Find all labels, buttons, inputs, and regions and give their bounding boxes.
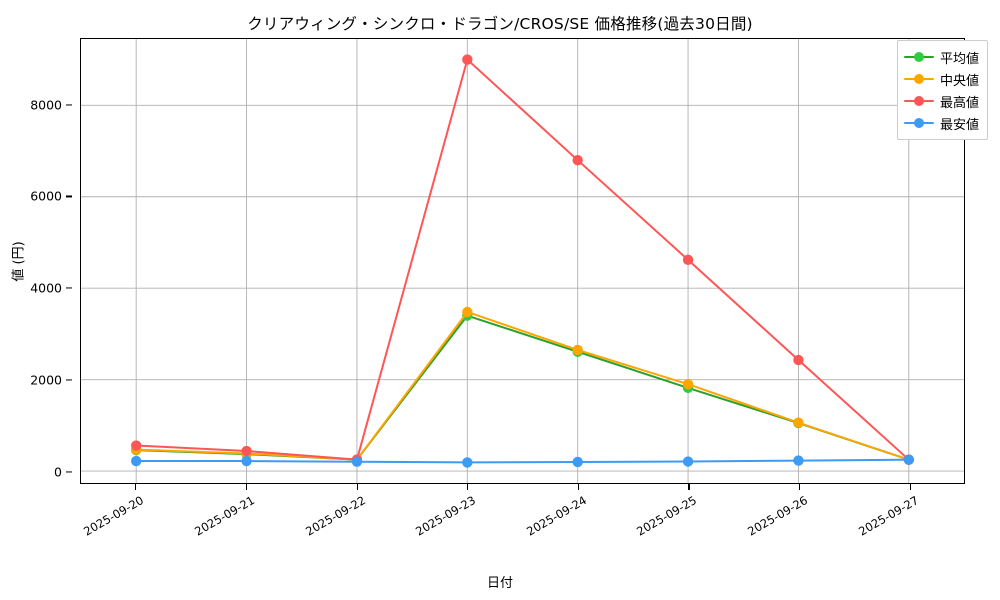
legend-label: 最高値 [939, 95, 979, 111]
data-point [903, 454, 915, 465]
grid-lines [81, 39, 964, 483]
data-point [462, 457, 473, 468]
legend-label: 中央値 [939, 73, 979, 89]
data-point [241, 445, 252, 457]
data-point [130, 455, 142, 467]
y-tick-label: 2000 [30, 372, 62, 388]
series-line [135, 310, 910, 461]
legend-item-0[interactable]: 平均値 [903, 46, 979, 68]
x-tick-label: 2025-09-25 [634, 493, 700, 539]
data-point [793, 417, 804, 428]
series-line [135, 458, 910, 464]
data-point [572, 154, 583, 166]
data-point [130, 440, 142, 451]
data-point [793, 354, 804, 366]
x-tick-mark [688, 484, 690, 490]
x-tick-mark [135, 484, 137, 490]
x-tick-mark [577, 484, 579, 490]
series-3 [130, 454, 915, 468]
plot-area [80, 38, 965, 484]
legend-item-1[interactable]: 中央値 [903, 68, 979, 90]
series-line [135, 58, 910, 461]
y-tick-mark [66, 379, 72, 381]
x-tick-label: 2025-09-27 [855, 493, 921, 539]
legend-swatch-icon [903, 49, 934, 65]
data-point [462, 54, 473, 65]
legend-swatch-icon [903, 93, 934, 109]
x-tick-mark [909, 484, 911, 490]
series-0 [130, 310, 915, 465]
x-axis-ticks: 2025-09-20 2025-09-21 2025-09-22 2025-09-23… [80, 484, 965, 564]
series-2 [130, 54, 915, 465]
data-point [241, 455, 252, 467]
legend-swatch-icon [903, 71, 934, 87]
y-axis-ticks: 0 2000 4000 6000 8000 [0, 38, 72, 484]
x-tick-label: 2025-09-21 [192, 493, 257, 539]
legend-item-3[interactable]: 最安値 [903, 112, 979, 134]
x-tick-label: 2025-09-26 [745, 493, 811, 539]
x-tick-label: 2025-09-24 [523, 493, 589, 539]
y-tick-label: 6000 [30, 188, 62, 204]
legend-label: 平均値 [939, 51, 979, 67]
x-tick-label: 2025-09-22 [302, 493, 368, 539]
x-tick-label: 2025-09-23 [413, 493, 479, 539]
series-1 [130, 306, 915, 465]
x-tick-mark [799, 484, 801, 490]
x-tick-mark [356, 484, 358, 490]
y-tick-mark [66, 287, 72, 289]
legend-item-2[interactable]: 最高値 [903, 90, 979, 112]
y-tick-label: 0 [54, 464, 62, 480]
y-tick-mark [66, 195, 72, 197]
y-tick-mark [66, 104, 72, 106]
data-point [462, 306, 473, 318]
data-point [682, 254, 694, 266]
x-tick-mark [467, 484, 469, 490]
data-point [682, 379, 694, 390]
data-point [682, 456, 694, 467]
y-tick-label: 8000 [30, 97, 62, 113]
x-tick-mark [245, 484, 248, 490]
y-tick-label: 4000 [30, 280, 62, 296]
series-line [135, 314, 910, 461]
series-lines [130, 54, 915, 468]
data-point [572, 456, 583, 468]
data-point [351, 456, 363, 467]
x-axis-label: 日付 [486, 576, 513, 591]
data-point [572, 344, 583, 356]
chart-title: クリアウィング・シンクロ・ドラゴン/CROS/SE 価格推移(過去30日間) [247, 15, 753, 33]
data-point [793, 455, 804, 466]
chart-legend: 平均値中央値最高値最安値 [896, 40, 988, 140]
legend-label: 最安値 [939, 117, 979, 133]
x-tick-label: 2025-09-20 [81, 493, 147, 539]
legend-swatch-icon [903, 115, 934, 131]
y-tick-mark [66, 471, 72, 473]
